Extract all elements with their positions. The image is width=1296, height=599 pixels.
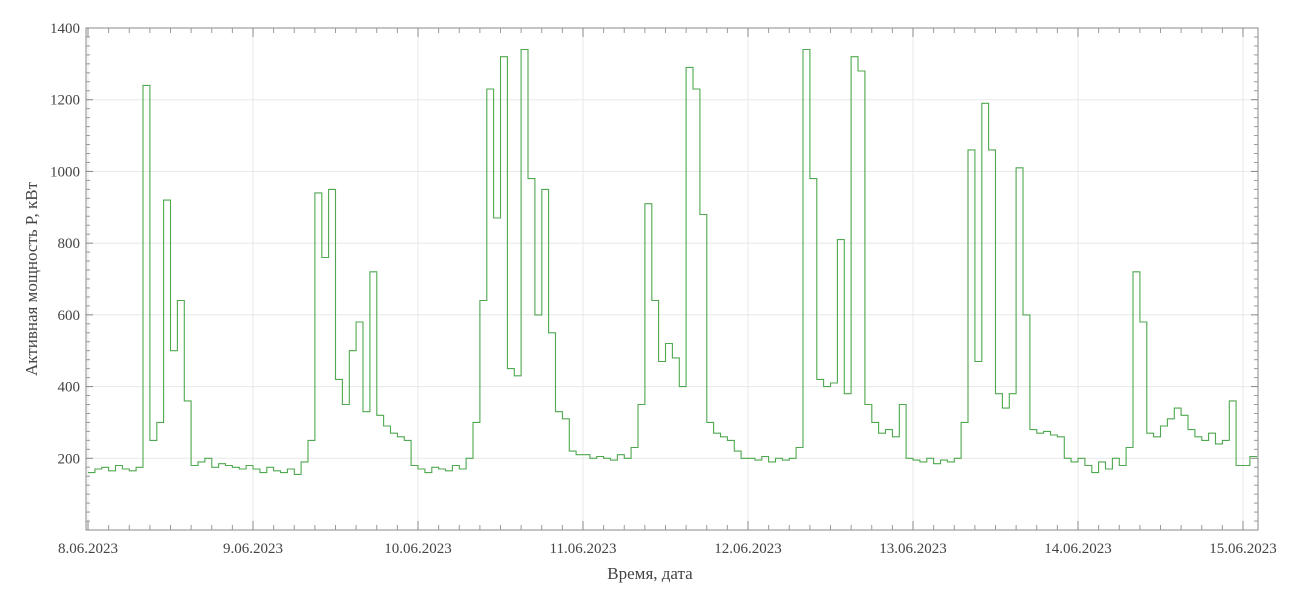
y-tick-label: 400 [58,380,81,396]
x-tick-labels: 8.06.2023 9.06.2023 10.06.2023 11.06.2023 12… [58,541,1277,557]
y-tick-label: 1400 [50,21,80,37]
y-tick-label: 800 [58,236,81,252]
x-tick-label: 12.06.2023 [714,541,782,557]
y-tick-label: 200 [58,451,81,467]
plot-frame [85,27,1259,531]
x-tick-label: 10.06.2023 [384,541,452,557]
x-tick-label: 14.06.2023 [1044,541,1112,557]
x-tick-label: 15.06.2023 [1209,541,1277,557]
y-tick-label: 600 [58,308,81,324]
y-tick-label: 1000 [50,164,80,180]
series-line-active-power [88,48,1257,475]
y-tick-label: 1200 [50,93,80,109]
axis-ticks [86,27,1258,530]
x-tick-label: 9.06.2023 [223,541,283,557]
y-axis-title: Активная мощность P, кВт [22,181,41,376]
grid [86,28,1258,530]
x-tick-label: 11.06.2023 [550,541,617,557]
x-tick-label: 8.06.2023 [58,541,118,557]
x-axis-title: Время, дата [607,564,693,583]
x-tick-label: 13.06.2023 [879,541,947,557]
y-tick-labels: 200 400 600 800 1000 1200 1400 [50,21,80,467]
